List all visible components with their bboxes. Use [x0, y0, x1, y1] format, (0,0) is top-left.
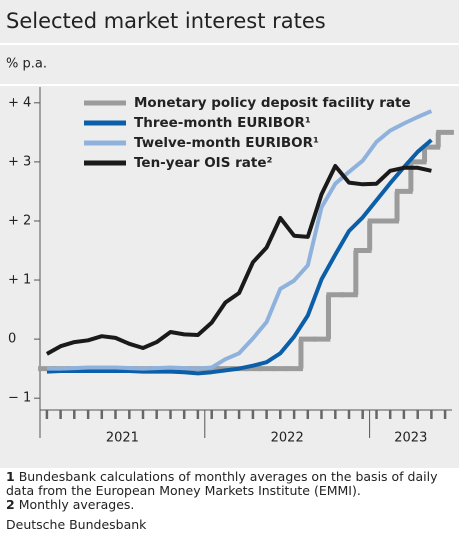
series-line [46, 138, 433, 376]
chart: Selected market interest rates % p.a. − … [0, 0, 459, 468]
footnote-mark: 1 [6, 469, 15, 484]
footnote: 2 Monthly averages. [6, 498, 456, 512]
footnote-text: Bundesbank calculations of monthly avera… [6, 469, 438, 498]
x-tick-label: 2023 [394, 431, 427, 446]
background [0, 0, 459, 468]
y-tick-label: 0 [8, 332, 16, 347]
x-tick-label: 2022 [271, 431, 304, 446]
footnote-mark: 2 [6, 497, 15, 512]
y-tick-label: + 2 [8, 213, 31, 228]
legend-label: Ten-year OIS rate² [134, 155, 273, 171]
y-tick-label: + 3 [8, 154, 31, 169]
subtitle: % p.a. [6, 57, 47, 72]
legend-label: Twelve-month EURIBOR¹ [134, 135, 319, 151]
chart-title: Selected market interest rates [6, 9, 326, 33]
legend-label: Monetary policy deposit facility rate [134, 95, 411, 111]
source: Deutsche Bundesbank [6, 517, 147, 532]
legend-label: Three-month EURIBOR¹ [134, 115, 311, 131]
series-line [46, 109, 433, 371]
footnotes: 1 Bundesbank calculations of monthly ave… [6, 470, 456, 532]
y-tick-label: + 4 [8, 95, 31, 110]
y-tick-label: − 1 [8, 391, 31, 406]
footnote: 1 Bundesbank calculations of monthly ave… [6, 470, 456, 498]
y-tick-label: + 1 [8, 273, 31, 288]
footnote-text: Monthly averages. [18, 497, 135, 512]
x-tick-label: 2021 [106, 431, 139, 446]
series-line [45, 164, 432, 356]
